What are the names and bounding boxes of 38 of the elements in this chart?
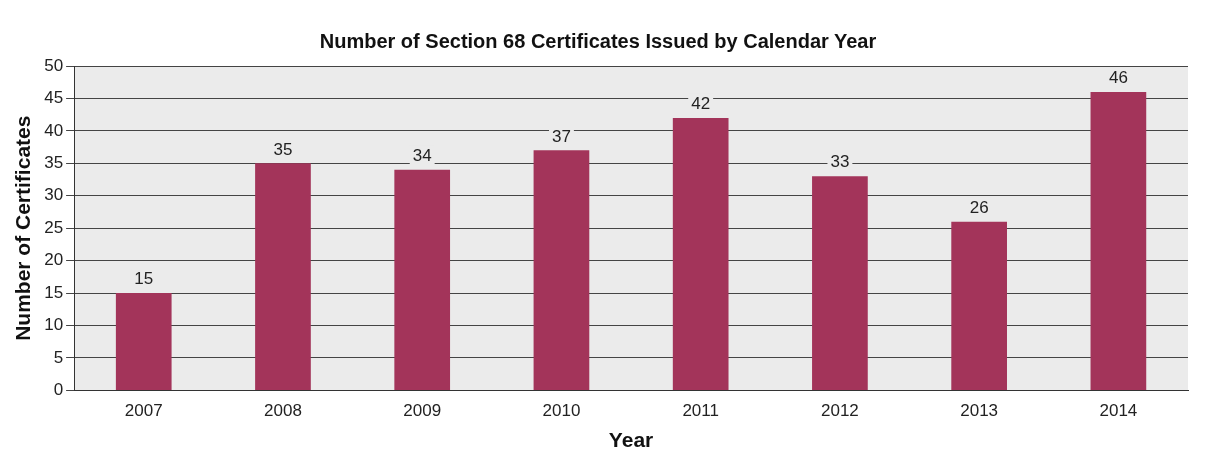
bar [533,150,590,390]
y-tick-label: 30 [44,185,64,205]
x-tick-label: 2008 [264,401,302,421]
x-tick-label: 2011 [682,401,719,421]
y-tick-label: 5 [53,347,64,367]
y-tick-label: 35 [44,153,64,173]
y-tick-label: 45 [44,88,64,108]
data-label: 42 [691,94,711,114]
y-tick-label: 15 [44,282,64,302]
bar [672,117,729,390]
data-label: 46 [1108,68,1128,88]
data-label: 35 [273,139,293,159]
x-tick-label: 2013 [960,401,999,421]
bar [115,293,172,390]
x-tick-label: 2007 [124,401,163,421]
y-tick-label: 0 [53,380,64,400]
y-tick-label: 40 [44,120,64,140]
x-tick-label: 2010 [542,401,581,421]
data-label: 33 [830,152,850,172]
chart-title: Number of Section 68 Certificates Issued by Calendar Year [319,29,877,52]
data-label: 34 [412,146,432,165]
x-tick-label: 2014 [1099,401,1138,421]
x-axis-title: Year [608,428,654,452]
bar [1090,91,1147,390]
bar [394,169,451,390]
y-axis-title: Number of Certificates [11,115,35,341]
bar [255,163,311,390]
y-tick-label: 20 [44,250,64,270]
x-tick-label: 2012 [821,401,859,421]
data-label: 15 [134,269,154,289]
y-tick-label: 10 [44,315,64,335]
bar [951,221,1007,390]
data-label: 26 [969,197,989,217]
bar [812,176,868,390]
x-tick-label: 2009 [403,401,442,421]
data-label: 37 [551,126,571,146]
y-tick-label: 50 [44,55,64,75]
y-tick-label: 25 [44,217,64,237]
